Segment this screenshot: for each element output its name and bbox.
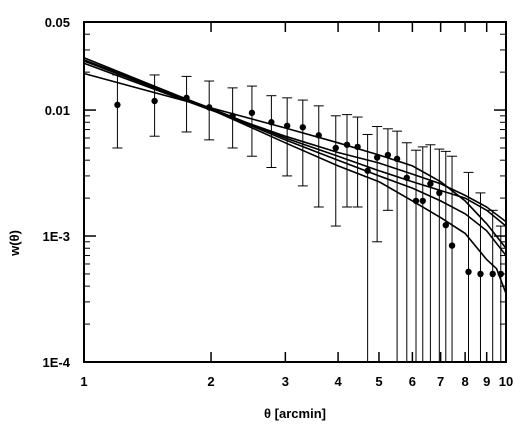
x-tick-label: 1 — [80, 374, 87, 389]
model-curves — [83, 57, 507, 294]
data-point — [283, 122, 291, 129]
data-point — [332, 144, 339, 152]
x-tick-label: 2 — [207, 374, 214, 389]
model-curve — [83, 57, 507, 256]
data-point — [442, 221, 449, 229]
x-tick-label: 10 — [499, 374, 513, 389]
data-point — [403, 174, 410, 181]
data-point — [364, 167, 371, 174]
model-curve — [83, 60, 507, 294]
y-tick-label: 0.01 — [45, 103, 70, 118]
x-tick-label: 7 — [437, 374, 444, 389]
x-tick-label: 9 — [483, 374, 490, 389]
data-point — [477, 270, 484, 278]
data-point — [419, 197, 426, 205]
y-axis-ticks: 1E-4 1E-3 0.01 0.05 — [43, 15, 506, 370]
data-point — [343, 141, 351, 148]
model-curve — [83, 59, 507, 227]
data-point — [183, 94, 190, 102]
data-point — [489, 270, 496, 278]
data-point — [497, 270, 504, 278]
data-point — [299, 124, 307, 131]
data-point — [436, 189, 443, 197]
model-curve — [83, 72, 507, 249]
data-point — [248, 109, 256, 117]
data-point — [373, 154, 381, 161]
data-point — [229, 112, 236, 120]
model-curve — [83, 62, 507, 223]
data-point — [427, 180, 434, 187]
data-point — [448, 242, 456, 249]
y-tick-label: 0.05 — [45, 15, 70, 30]
x-tick-label: 8 — [461, 374, 468, 389]
data-point — [268, 119, 275, 126]
x-tick-label: 4 — [334, 374, 342, 389]
data-point — [393, 155, 401, 163]
x-tick-label: 3 — [282, 374, 289, 389]
data-point — [151, 97, 158, 105]
x-axis-ticks: 1 2 3 4 5 6 7 8 9 10 — [80, 22, 513, 389]
data-point — [205, 104, 213, 111]
x-tick-label: 6 — [409, 374, 416, 389]
y-tick-label: 1E-4 — [43, 355, 71, 370]
data-points — [114, 94, 504, 278]
error-bars — [112, 74, 506, 362]
x-tick-label: 5 — [375, 374, 382, 389]
x-axis-label: θ [arcmin] — [264, 406, 326, 421]
minor-ticks — [84, 21, 506, 325]
data-point — [114, 101, 121, 109]
data-point — [412, 197, 420, 205]
data-point — [384, 151, 392, 159]
plot-frame — [83, 21, 507, 363]
y-tick-label: 1E-3 — [43, 229, 70, 244]
y-axis-label: w(θ) — [7, 230, 22, 257]
data-point — [315, 132, 322, 139]
data-point — [465, 268, 472, 276]
data-point — [354, 143, 361, 151]
